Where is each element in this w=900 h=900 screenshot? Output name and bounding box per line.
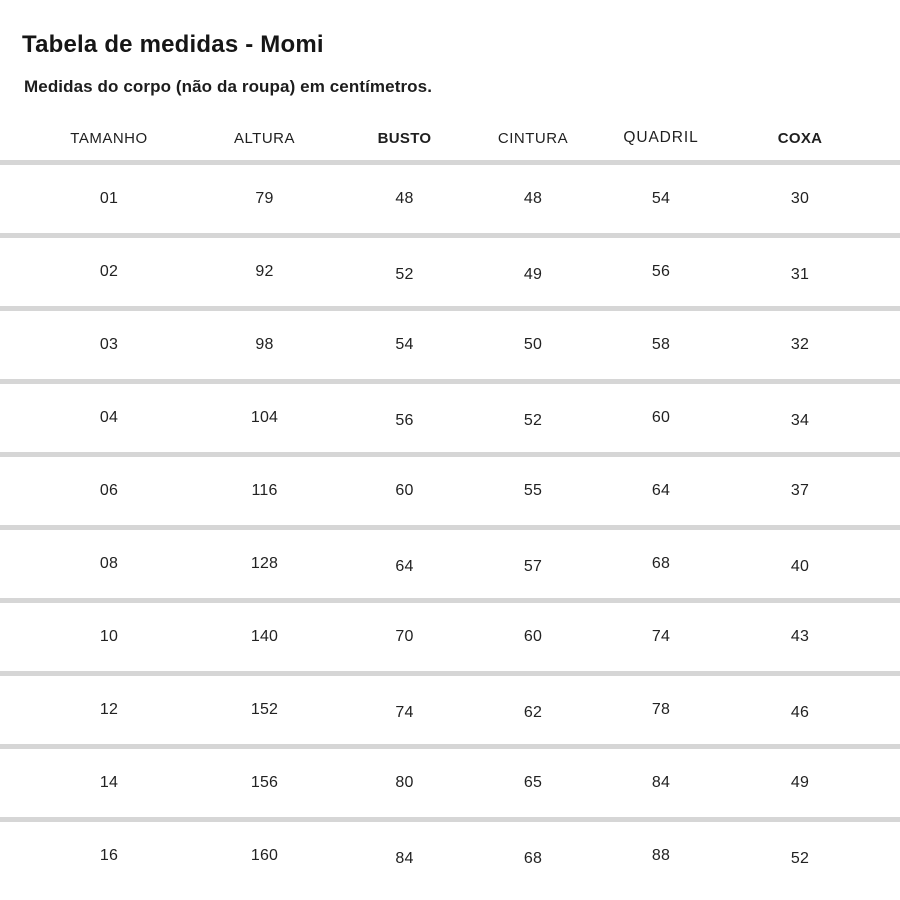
table-body: 01 79 48 48 54 30 02 92 52 49 56 31 03 98 54 50 58 32 04 10… [0, 160, 900, 890]
table-row: 01 79 48 48 54 30 [0, 160, 900, 233]
table-cell: 68 [651, 555, 671, 572]
table-cell: 49 [523, 266, 543, 283]
page-title: Tabela de medidas - Momi [22, 31, 324, 58]
table-header-row: TAMANHO ALTURA BUSTO CINTURA QUADRIL COX… [28, 129, 874, 147]
table-cell: 84 [395, 850, 414, 867]
table-cell: 128 [250, 555, 279, 572]
table-row: 12 152 74 62 78 46 [0, 671, 900, 744]
table-row: 10 140 70 60 74 43 [0, 598, 900, 671]
table-cell: 65 [523, 774, 543, 791]
table-row: 04 104 56 52 60 34 [0, 379, 900, 452]
table-cell: 56 [395, 412, 414, 429]
table-row: 14 156 80 65 84 49 [0, 744, 900, 817]
table-cell: 60 [651, 409, 671, 426]
table-cell: 37 [790, 482, 810, 499]
table-cell: 92 [255, 263, 274, 280]
table-cell: 56 [651, 263, 671, 280]
table-cell: 10 [99, 628, 119, 645]
table-cell: 49 [790, 774, 810, 791]
table-row: 16 160 84 68 88 52 [0, 817, 900, 890]
table-cell: 16 [99, 847, 119, 864]
table-cell: 84 [651, 774, 671, 791]
table-cell: 74 [651, 628, 671, 645]
column-header-quadril: QUADRIL [623, 129, 699, 146]
table-cell: 03 [99, 336, 119, 353]
column-header-tamanho: TAMANHO [70, 129, 148, 147]
table-cell: 43 [790, 628, 810, 645]
table-cell: 52 [395, 266, 414, 283]
column-header-cintura: CINTURA [497, 129, 569, 147]
table-cell: 55 [523, 482, 543, 499]
table-cell: 14 [99, 774, 119, 791]
table-cell: 60 [523, 628, 543, 645]
table-cell: 32 [790, 336, 810, 353]
table-cell: 152 [250, 701, 279, 718]
table-cell: 06 [99, 482, 119, 499]
table-cell: 74 [395, 704, 414, 721]
table-cell: 68 [523, 850, 543, 867]
table-cell: 57 [523, 558, 543, 575]
table-cell: 78 [651, 701, 671, 718]
table-cell: 50 [523, 336, 543, 353]
table-cell: 54 [395, 336, 414, 353]
table-row: 08 128 64 57 68 40 [0, 525, 900, 598]
table-cell: 104 [250, 409, 279, 426]
column-header-coxa: COXA [777, 129, 823, 147]
table-cell: 62 [523, 704, 543, 721]
table-cell: 04 [99, 409, 119, 426]
table-cell: 48 [395, 190, 414, 207]
table-cell: 31 [790, 266, 810, 283]
table-cell: 52 [523, 412, 543, 429]
table-cell: 12 [99, 701, 119, 718]
table-cell: 30 [790, 190, 810, 207]
table-cell: 46 [790, 704, 810, 721]
table-cell: 64 [395, 558, 414, 575]
table-cell: 08 [99, 555, 119, 572]
table-cell: 88 [651, 847, 671, 864]
table-cell: 140 [250, 628, 279, 645]
table-cell: 79 [255, 190, 274, 207]
column-header-busto: BUSTO [377, 129, 432, 147]
column-header-altura: ALTURA [233, 129, 296, 147]
table-cell: 60 [395, 482, 414, 499]
table-cell: 01 [99, 190, 119, 207]
table-cell: 54 [651, 190, 671, 207]
table-cell: 52 [790, 850, 810, 867]
table-cell: 116 [251, 482, 278, 499]
table-cell: 98 [255, 336, 274, 353]
table-cell: 156 [250, 774, 279, 791]
table-cell: 70 [395, 628, 414, 645]
table-cell: 34 [790, 412, 810, 429]
table-cell: 80 [395, 774, 414, 791]
page-subtitle: Medidas do corpo (não da roupa) em centí… [24, 77, 433, 96]
table-cell: 58 [651, 336, 671, 353]
table-row: 06 116 60 55 64 37 [0, 452, 900, 525]
table-row: 02 92 52 49 56 31 [0, 233, 900, 306]
table-cell: 40 [790, 558, 810, 575]
table-cell: 160 [250, 847, 279, 864]
table-row: 03 98 54 50 58 32 [0, 306, 900, 379]
table-cell: 64 [651, 482, 671, 499]
table-cell: 02 [99, 263, 119, 280]
table-cell: 48 [523, 190, 543, 207]
